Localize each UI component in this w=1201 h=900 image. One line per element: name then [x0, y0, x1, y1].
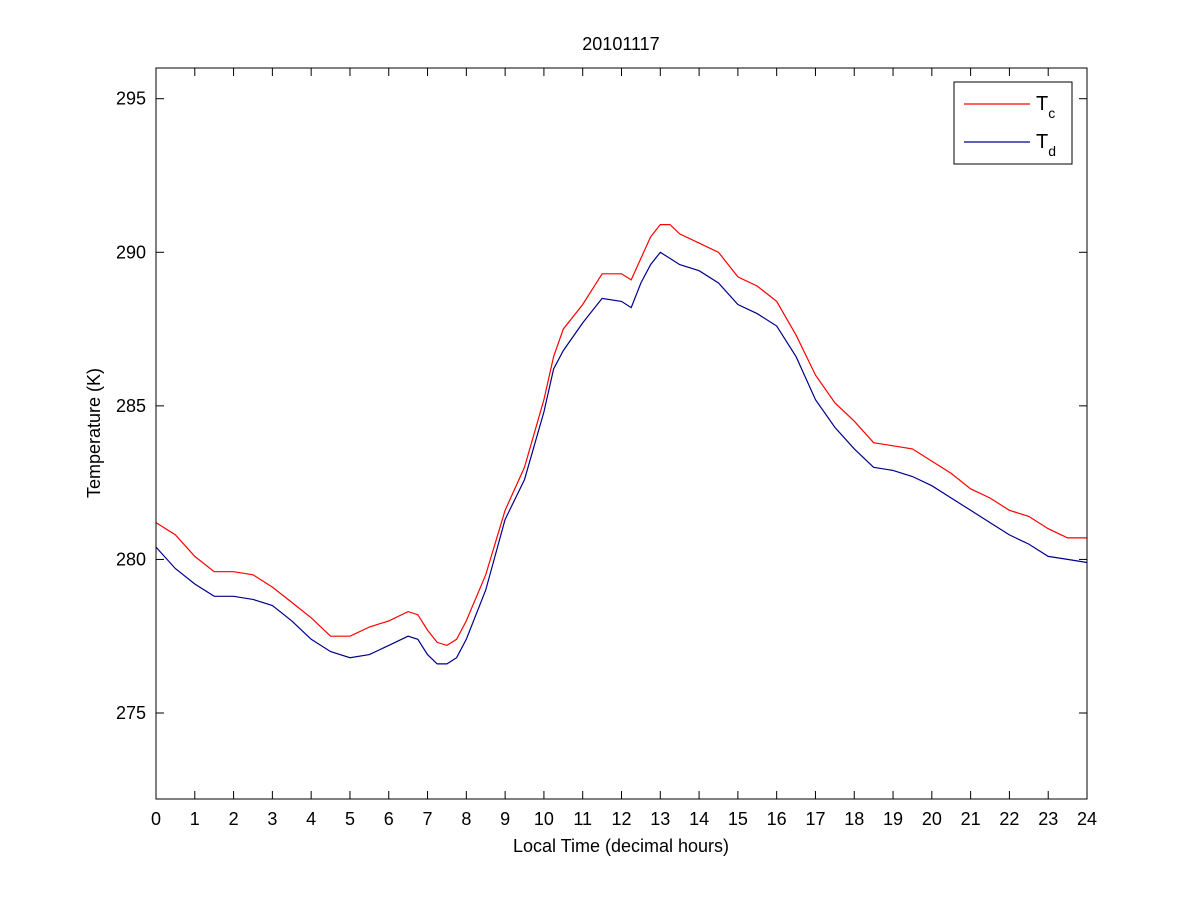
x-tick-label: 15 — [728, 809, 748, 829]
x-tick-label: 22 — [999, 809, 1019, 829]
x-tick-label: 23 — [1038, 809, 1058, 829]
y-axis: 275 280 285 290 295 — [116, 89, 1087, 723]
y-tick-label: 285 — [116, 396, 146, 416]
y-tick-label: 275 — [116, 703, 146, 723]
y-tick-label: 280 — [116, 549, 146, 569]
x-tick-label: 17 — [805, 809, 825, 829]
x-tick-label: 19 — [883, 809, 903, 829]
x-axis: 0 1 2 3 4 5 6 7 8 9 10 11 12 13 14 15 16 17 18 19 20 21 22 23 24 — [151, 68, 1097, 829]
x-tick-label: 2 — [229, 809, 239, 829]
x-tick-label: 0 — [151, 809, 161, 829]
x-tick-label: 11 — [573, 809, 592, 829]
x-tick-label: 7 — [423, 809, 433, 829]
x-tick-label: 3 — [267, 809, 277, 829]
x-tick-label: 14 — [689, 809, 709, 829]
x-tick-label: 13 — [650, 809, 670, 829]
y-tick-label: 290 — [116, 242, 146, 262]
x-tick-label: 5 — [345, 809, 355, 829]
x-tick-label: 21 — [961, 809, 981, 829]
x-tick-label: 12 — [611, 809, 631, 829]
x-tick-label: 4 — [306, 809, 316, 829]
series-layer — [155, 224, 1088, 665]
x-tick-label: 10 — [534, 809, 554, 829]
y-tick-label: 295 — [116, 89, 146, 109]
x-tick-label: 18 — [844, 809, 864, 829]
series-line-Tc — [155, 224, 1087, 647]
legend-box — [953, 81, 1073, 165]
y-axis-label: Temperature (K) — [84, 368, 104, 498]
x-axis-label: Local Time (decimal hours) — [513, 836, 729, 856]
x-tick-label: 6 — [384, 809, 394, 829]
x-tick-label: 9 — [500, 809, 510, 829]
chart-title: 20101117 — [582, 34, 659, 54]
series-line-Td — [155, 251, 1088, 665]
x-tick-label: 1 — [190, 809, 200, 829]
x-tick-label: 8 — [461, 809, 471, 829]
x-tick-label: 16 — [767, 809, 787, 829]
x-tick-label: 20 — [922, 809, 942, 829]
x-tick-label: 24 — [1077, 809, 1097, 829]
